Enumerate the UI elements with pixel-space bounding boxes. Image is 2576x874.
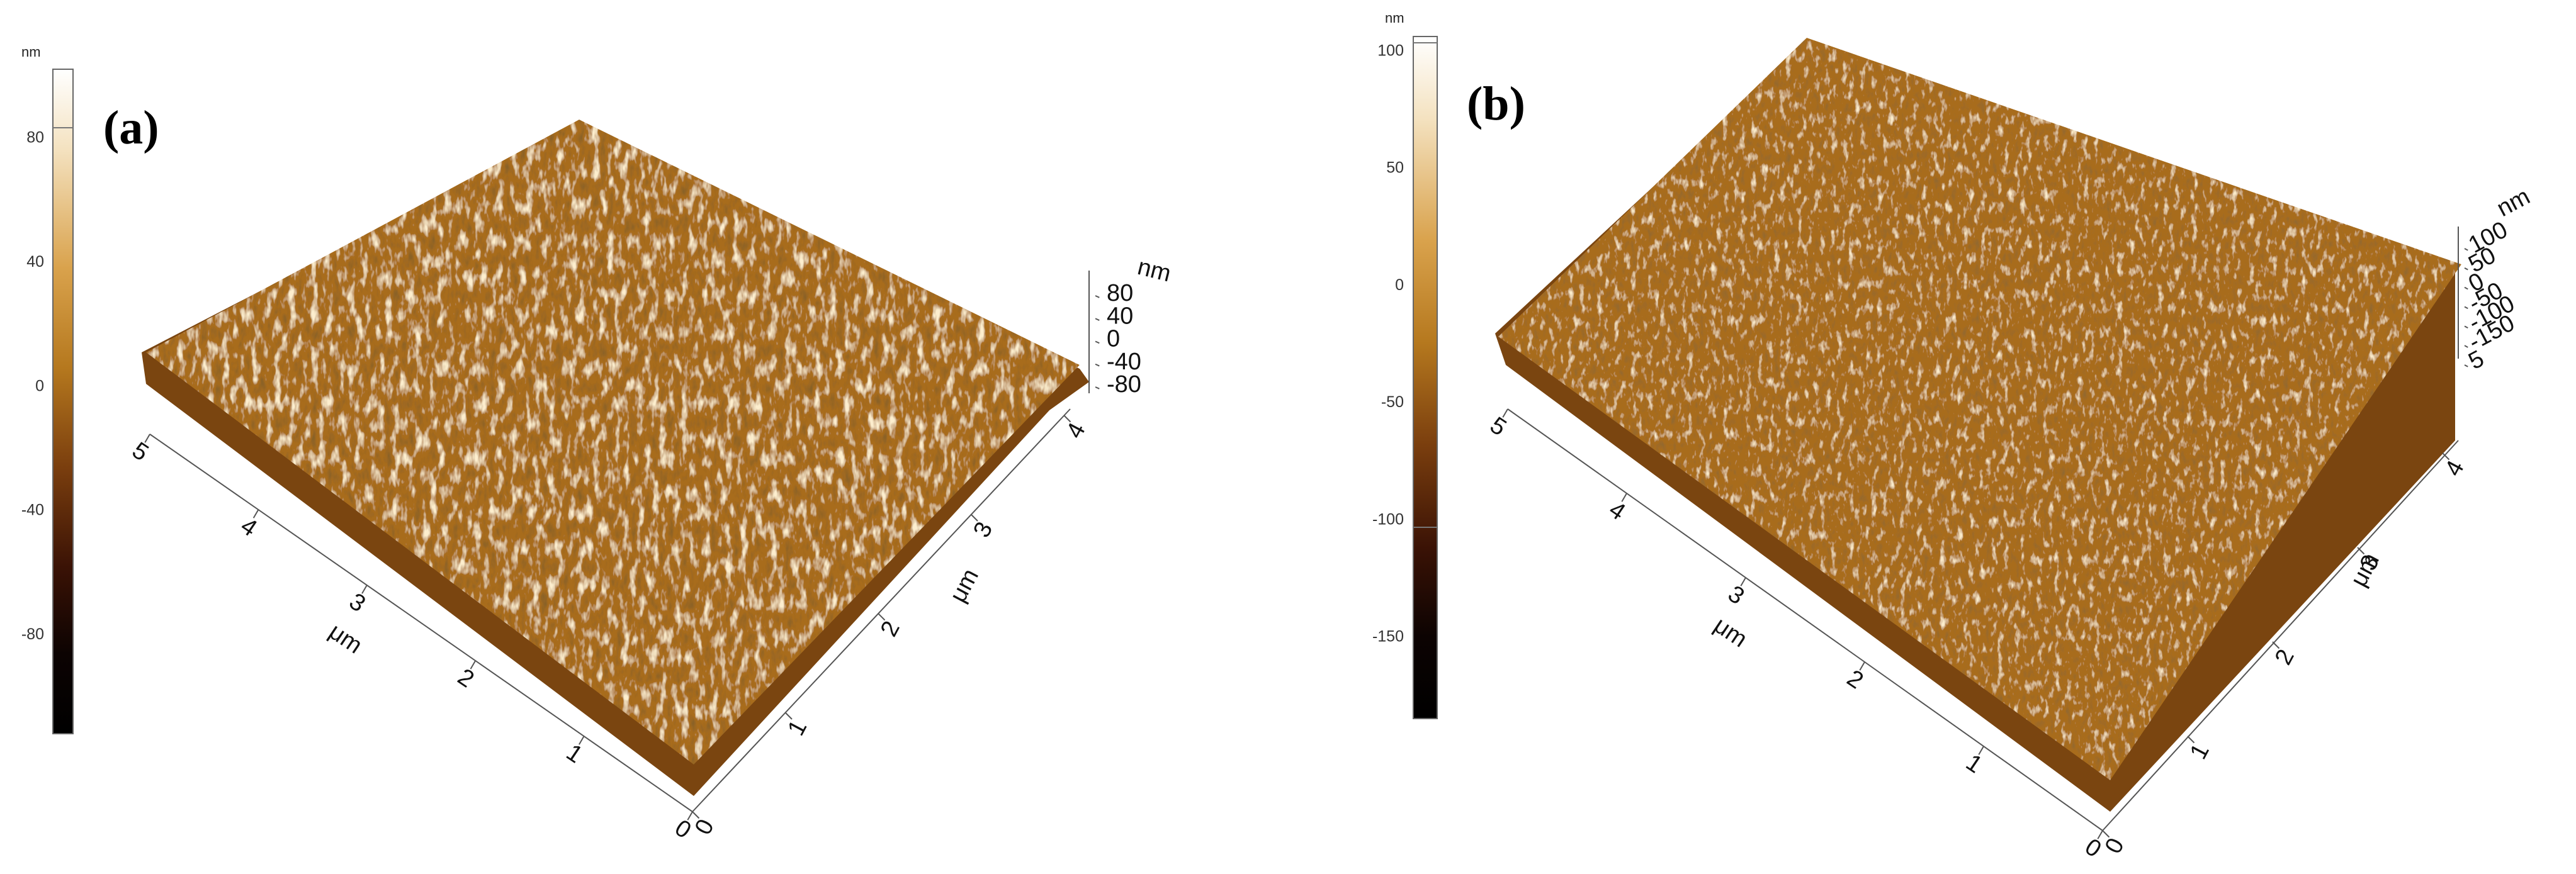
b-x-axis-tick-label: 5: [1485, 412, 1511, 442]
a-x-axis-tick-label: 5: [127, 437, 153, 467]
b-z-axis-tick: [2464, 364, 2468, 367]
colorbar-a-tick-label: 40: [26, 253, 44, 271]
a-x-axis-tick: [361, 585, 368, 594]
b-y-axis-tick: [2272, 641, 2280, 649]
b-x-axis-tick: [1740, 577, 1746, 586]
x-axis-b-unit: μm: [1709, 612, 1752, 653]
a-y-axis-tick-label: 3: [968, 518, 998, 542]
b-x-axis-tick-label: 2: [1842, 665, 1868, 695]
b-x-axis-tick: [1978, 746, 1984, 755]
a-x-axis-tick-label: 2: [453, 664, 478, 693]
a-x-axis-tick-label: 1: [562, 739, 587, 769]
b-y-axis-tick: [2187, 736, 2195, 744]
colorbar-b-tick-label: -150: [1372, 628, 1404, 646]
colorbar-b-tick-label: 100: [1377, 42, 1404, 59]
axes-a: [149, 271, 1090, 812]
y-axis-a-unit: μm: [945, 564, 984, 607]
a-z-axis-tick: [1095, 340, 1100, 344]
colorbar-b-tick-label: 0: [1395, 276, 1404, 294]
a-y-axis-tick: [1063, 415, 1071, 423]
b-x-axis-tick-label: 3: [1723, 581, 1749, 610]
a-x-axis-tick: [687, 811, 693, 821]
b-x-axis-tick: [2097, 830, 2103, 839]
a-y-axis-tick-label: 1: [782, 716, 812, 740]
colorbar-a-tick-label: 80: [26, 129, 44, 147]
a-x-axis-tick: [144, 434, 150, 443]
z-axis-a-unit: nm: [1135, 254, 1173, 288]
colorbar-a: nm 80 40 0 -40 -80: [21, 44, 74, 734]
b-z-axis-tick: [2464, 325, 2468, 329]
colorbar-b-tick-label: -100: [1372, 510, 1404, 528]
b-x-axis-tick-label: 1: [1961, 749, 1987, 779]
colorbar-a-gradient: [52, 69, 74, 734]
surface-a-top: [146, 120, 1080, 765]
y-axis-b-unit: μm: [2346, 549, 2385, 591]
b-y-axis-tick-label: 2: [2270, 645, 2300, 669]
panel-b-label: (b): [1467, 77, 1525, 130]
colorbar-b-gradient: [1413, 36, 1438, 719]
colorbar-b: nm 100 50 0 -50 -100 -150: [1372, 10, 1438, 719]
a-y-axis-tick-label: 0: [690, 815, 720, 839]
b-y-axis-tick-label: 4: [2440, 456, 2470, 480]
b-z-axis-tick: [2464, 248, 2468, 251]
b-y-axis-tick: [2357, 547, 2365, 555]
a-y-axis-tick: [692, 811, 700, 819]
b-z-axis-tick: [2464, 286, 2468, 290]
b-x-axis-tick-label: 4: [1604, 496, 1630, 526]
b-x-axis-tick: [1502, 408, 1508, 418]
b-x-axis-tick-label: 0: [2080, 834, 2106, 863]
a-z-axis-tick: [1095, 363, 1100, 367]
afm-surface-a: [142, 120, 1089, 796]
a-z-axis-tick: [1095, 318, 1100, 321]
a-x-axis-tick: [252, 509, 259, 518]
b-z-axis-tick: [2464, 345, 2468, 348]
b-x-axis-tick: [1859, 661, 1865, 671]
colorbar-a-ticks: 80 40 0 -40 -80: [21, 129, 44, 644]
afm-surface-b: [1495, 38, 2461, 812]
a-z-axis-tick-label: 0: [1107, 326, 1120, 352]
colorbar-b-tick-label: -50: [1381, 393, 1404, 411]
colorbar-b-unit: nm: [1385, 10, 1404, 26]
a-z-axis-tick-label: -80: [1107, 371, 1141, 398]
colorbar-b-tick-label: 50: [1386, 159, 1404, 177]
b-y-axis-tick: [2102, 830, 2110, 838]
a-z-axis-tick-label: 40: [1107, 303, 1133, 329]
b-y-axis-tick: [2442, 452, 2450, 461]
a-z-axis-tick: [1095, 295, 1100, 298]
x-axis-a-unit: μm: [324, 619, 367, 659]
a-z-axis-tick: [1095, 386, 1100, 389]
b-z-axis-tick: [2464, 267, 2468, 271]
a-x-axis-tick-label: 3: [344, 588, 370, 618]
colorbar-a-tick-label: 0: [35, 377, 44, 395]
colorbar-a-tick-label: -80: [21, 625, 44, 643]
axes-b: [1507, 227, 2459, 831]
b-y-axis-tick-label: 0: [2100, 834, 2130, 858]
a-y-axis-tick: [784, 712, 793, 720]
panel-a-label: (a): [103, 101, 159, 154]
a-x-axis-tick: [470, 660, 477, 670]
surface-b-top: [1498, 38, 2461, 780]
b-z-axis-tick: [2464, 306, 2468, 310]
a-x-axis-tick-label: 4: [236, 513, 262, 542]
b-y-axis-tick-label: 1: [2185, 739, 2215, 763]
colorbar-b-ticks: 100 50 0 -50 -100 -150: [1372, 42, 1404, 645]
b-x-axis-tick: [1621, 493, 1627, 502]
a-y-axis-tick: [970, 513, 978, 522]
a-y-axis-tick-label: 2: [876, 617, 905, 641]
a-y-axis-tick-label: 4: [1061, 418, 1091, 442]
a-z-axis-tick-label: -40: [1107, 349, 1141, 375]
a-x-axis-tick-label: 0: [670, 815, 696, 844]
colorbar-a-unit: nm: [21, 44, 41, 60]
a-y-axis-tick: [878, 613, 886, 621]
a-z-axis-tick-label: 80: [1107, 280, 1133, 306]
colorbar-a-tick-label: -40: [21, 501, 44, 519]
a-x-axis-tick: [579, 736, 585, 745]
